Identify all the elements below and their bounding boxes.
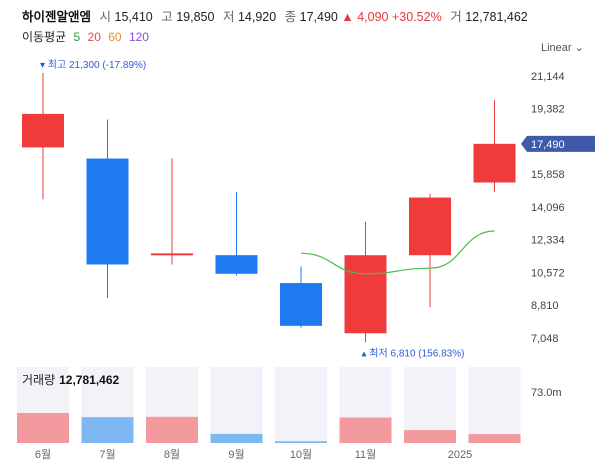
ma-period-20[interactable]: 20: [87, 30, 101, 44]
x-tick-label: 9월: [228, 448, 244, 461]
volume-bg-column: [468, 367, 521, 443]
candle-body: [86, 158, 129, 265]
volume-bar: [468, 434, 521, 443]
volume-label: 거: [450, 10, 462, 24]
candle-body: [151, 253, 193, 256]
high-value: 19,850: [176, 10, 215, 24]
volume-tick-label: 73.0m: [531, 387, 562, 399]
candle-body: [22, 113, 64, 148]
x-tick-label: 7월: [99, 448, 115, 461]
volume-panel-title: 거래량: [22, 373, 56, 387]
candle-body: [280, 283, 322, 326]
ma-period-120[interactable]: 120: [128, 30, 149, 44]
high-annotation: ▾ 최고 21,300 (-17.89%): [40, 59, 146, 71]
close-label: 종: [284, 10, 297, 24]
y-tick-label: 8,810: [531, 300, 559, 312]
open-label: 시: [99, 10, 112, 24]
y-tick-label: 15,858: [531, 169, 565, 181]
volume-bar: [146, 416, 198, 443]
y-tick-label: 10,572: [531, 267, 565, 279]
price-summary-header: 하이젠알앤엠 시 15,410 고 19,850 저 14,920 종 17,4…: [22, 6, 528, 25]
x-tick-label: 8월: [164, 448, 180, 461]
low-value: 14,920: [237, 10, 277, 24]
candle-body: [409, 197, 451, 256]
y-tick-label: 14,096: [531, 202, 565, 214]
volume-bar: [210, 433, 263, 443]
open-value: 15,410: [114, 10, 153, 24]
x-tick-label: 6월: [35, 448, 51, 461]
y-tick-label: 19,382: [531, 104, 565, 116]
volume-bg-column: [275, 367, 327, 443]
moving-average-legend[interactable]: 이동평균 5 20 60 120: [22, 28, 153, 45]
change-value: ▲ 4,090: [341, 10, 389, 24]
y-tick-label: 21,144: [531, 71, 565, 83]
volume-value: 12,781,462: [465, 10, 528, 24]
ma-period-5[interactable]: 5: [73, 30, 81, 44]
x-tick-label: 10월: [290, 448, 312, 461]
y-tick-label: 12,334: [531, 235, 565, 247]
volume-bar: [17, 412, 69, 443]
close-value: 17,490: [299, 10, 338, 24]
low-label: 저: [222, 10, 235, 24]
volume-bar: [81, 417, 134, 443]
volume-bg-column: [210, 367, 263, 443]
volume-bar: [275, 441, 327, 443]
low-annotation: ▴ 최저 6,810 (156.83%): [362, 347, 465, 359]
current-price-tag: [521, 135, 595, 152]
change-percent: +30.52%: [392, 10, 442, 24]
scale-mode-dropdown[interactable]: Linear ⌄: [541, 42, 584, 54]
candle-body: [344, 255, 387, 334]
ma5-line: [300, 230, 495, 275]
ma-legend-label: 이동평균: [22, 30, 67, 44]
x-tick-label: 2025: [448, 449, 472, 461]
high-label: 고: [161, 10, 173, 24]
x-tick-label: 11월: [355, 448, 377, 461]
volume-panel-label: 거래량 12,781,462: [22, 371, 119, 388]
candle-body: [215, 255, 258, 274]
volume-bar: [404, 430, 456, 443]
stock-name: 하이젠알앤엠: [22, 10, 92, 24]
current-price-label: 17,490: [531, 139, 565, 151]
y-tick-label: 7,048: [531, 333, 559, 345]
volume-panel-value: 12,781,462: [59, 373, 120, 387]
candle-body: [473, 143, 516, 183]
volume-bar: [339, 417, 392, 443]
ma-period-60[interactable]: 60: [108, 30, 122, 44]
